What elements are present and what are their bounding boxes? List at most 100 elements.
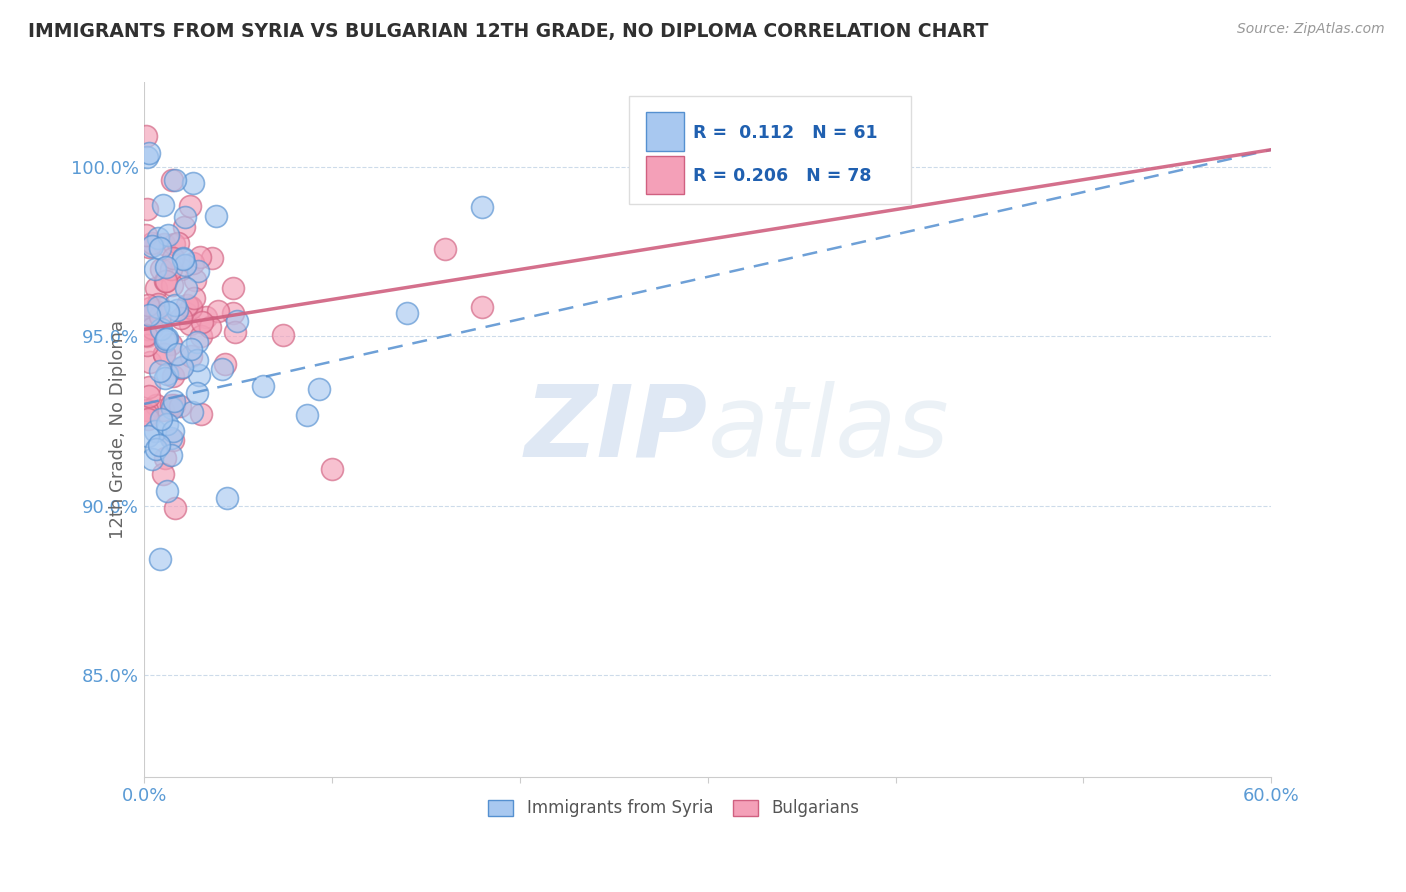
Point — [170, 310, 193, 325]
Point — [136, 329, 159, 343]
Point — [148, 301, 170, 315]
Point — [160, 337, 183, 351]
Point — [150, 261, 173, 276]
Point — [183, 176, 205, 190]
Point — [162, 368, 184, 383]
Point — [135, 310, 157, 324]
Point — [172, 359, 194, 374]
Point — [146, 297, 169, 311]
Point — [170, 261, 193, 276]
Point — [156, 227, 179, 242]
Point — [153, 371, 176, 385]
Point — [174, 281, 197, 295]
Point — [143, 262, 166, 277]
Point — [156, 331, 179, 345]
Point — [166, 303, 188, 318]
Point — [135, 150, 157, 164]
Point — [162, 251, 184, 265]
Point — [174, 306, 197, 320]
Point — [173, 258, 195, 272]
Point — [321, 462, 343, 476]
Point — [145, 399, 167, 413]
Point — [194, 310, 217, 324]
Point — [162, 236, 184, 251]
Point — [139, 354, 162, 368]
Point — [179, 318, 201, 332]
Point — [165, 173, 187, 187]
Text: IMMIGRANTS FROM SYRIA VS BULGARIAN 12TH GRADE, NO DIPLOMA CORRELATION CHART: IMMIGRANTS FROM SYRIA VS BULGARIAN 12TH … — [28, 22, 988, 41]
Point — [145, 304, 167, 318]
Point — [396, 305, 419, 319]
Legend: Immigrants from Syria, Bulgarians: Immigrants from Syria, Bulgarians — [482, 793, 866, 824]
Point — [139, 301, 162, 316]
Point — [135, 328, 157, 343]
Point — [162, 424, 184, 438]
Point — [211, 362, 233, 376]
Point — [146, 231, 169, 245]
FancyBboxPatch shape — [628, 95, 911, 203]
Point — [173, 219, 195, 234]
Point — [152, 198, 174, 212]
Point — [160, 278, 183, 293]
Point — [135, 202, 157, 217]
Point — [167, 235, 190, 250]
Point — [152, 467, 174, 481]
Point — [136, 298, 159, 312]
Point — [187, 264, 209, 278]
Point — [207, 303, 229, 318]
Point — [224, 325, 246, 339]
Point — [433, 243, 456, 257]
Point — [141, 239, 163, 253]
Point — [136, 338, 159, 352]
Point — [225, 314, 247, 328]
Text: ZIP: ZIP — [524, 381, 707, 478]
Point — [153, 236, 176, 251]
Point — [297, 408, 319, 422]
Point — [136, 408, 159, 422]
Point — [186, 352, 208, 367]
Point — [166, 347, 188, 361]
Point — [156, 304, 179, 318]
Point — [180, 301, 202, 315]
Point — [205, 209, 228, 223]
Point — [135, 328, 157, 343]
Point — [183, 291, 205, 305]
Point — [150, 321, 173, 335]
Point — [186, 334, 208, 349]
Point — [141, 310, 163, 324]
Point — [172, 252, 194, 266]
Point — [188, 368, 211, 383]
Point — [222, 281, 245, 295]
Point — [222, 305, 245, 319]
Point — [135, 228, 157, 243]
Point — [135, 129, 157, 144]
Point — [180, 404, 202, 418]
Point — [160, 448, 183, 462]
Point — [152, 346, 174, 360]
Point — [181, 256, 204, 270]
Point — [471, 200, 494, 214]
Point — [138, 389, 160, 403]
Point — [141, 235, 163, 250]
Point — [308, 382, 330, 396]
Point — [162, 433, 184, 447]
Point — [180, 343, 202, 357]
Point — [138, 308, 160, 322]
Point — [252, 378, 274, 392]
Point — [174, 211, 197, 225]
Point — [145, 281, 167, 295]
Point — [153, 451, 176, 466]
FancyBboxPatch shape — [645, 112, 683, 151]
Point — [165, 298, 187, 312]
Point — [143, 424, 166, 438]
FancyBboxPatch shape — [645, 155, 683, 194]
Point — [163, 398, 186, 412]
Point — [200, 320, 222, 334]
Point — [136, 429, 159, 443]
Point — [176, 298, 198, 312]
Point — [184, 273, 207, 287]
Point — [138, 240, 160, 254]
Point — [169, 399, 191, 413]
Point — [159, 397, 181, 411]
Point — [152, 403, 174, 417]
